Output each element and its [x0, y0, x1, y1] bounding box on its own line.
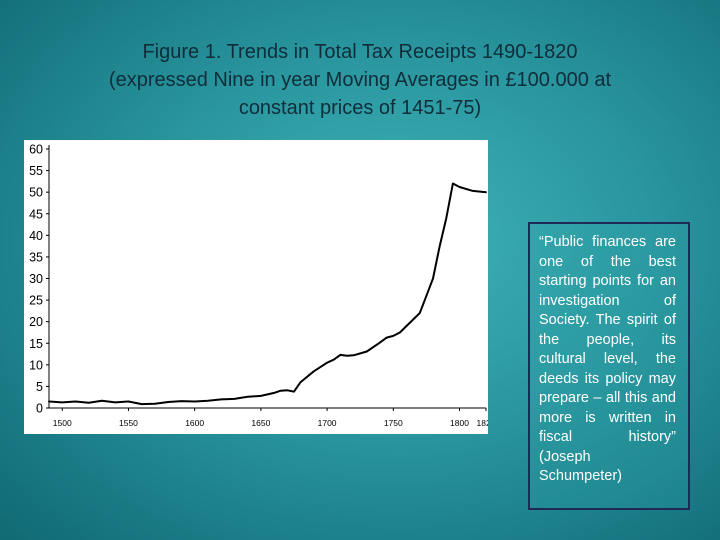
x-tick-label: 1600 [185, 418, 204, 428]
schumpeter-quote: “Public finances are one of the best sta… [539, 234, 676, 484]
tax-receipts-chart: 0 5 10 15 20 25 30 35 40 45 50 55 60 1500 1550 1600 1650… [24, 140, 488, 434]
y-tick-label: 30 [29, 272, 43, 286]
y-tick-label: 55 [29, 164, 43, 178]
x-tick-label: 1500 [53, 418, 72, 428]
y-tick-label: 45 [29, 207, 43, 221]
y-tick-label: 50 [29, 186, 43, 200]
x-tick-label: 1820 [477, 418, 488, 428]
title-line-2: (expressed Nine in year Moving Averages … [108, 69, 612, 91]
title-line-3: constant prices of 1451-75) [238, 97, 482, 119]
y-tick-label: 25 [29, 294, 43, 308]
x-tick-label: 1650 [251, 418, 270, 428]
y-tick-label: 35 [29, 250, 43, 264]
y-tick-label: 40 [29, 229, 43, 243]
x-tick-label: 1750 [384, 418, 403, 428]
y-tick-label: 20 [29, 315, 43, 329]
x-tick-label: 1800 [450, 418, 469, 428]
y-tick-label: 60 [29, 143, 43, 157]
x-tick-label: 1550 [119, 418, 138, 428]
y-tick-label: 10 [29, 358, 43, 372]
slide-title: Figure 1. Trends in Total Tax Receipts 1… [40, 38, 680, 122]
y-tick-label: 5 [36, 380, 43, 394]
title-line-1: Figure 1. Trends in Total Tax Receipts 1… [142, 41, 578, 63]
x-tick-label: 1700 [318, 418, 337, 428]
y-tick-label: 0 [36, 402, 43, 416]
chart-svg: 0 5 10 15 20 25 30 35 40 45 50 55 60 1500 1550 1600 1650… [29, 143, 488, 429]
y-tick-label: 15 [29, 337, 43, 351]
series-line [48, 182, 487, 406]
quote-box: “Public finances are one of the best sta… [528, 222, 690, 510]
